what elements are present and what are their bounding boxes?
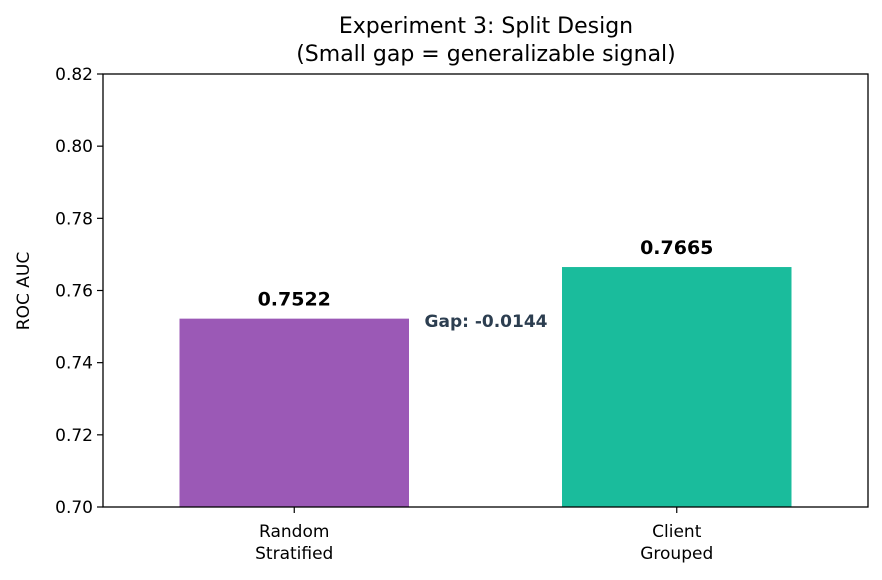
x-tick-label: Grouped <box>640 544 713 564</box>
x-tick-label: Stratified <box>255 544 333 564</box>
y-tick-label: 0.80 <box>55 137 93 157</box>
gap-annotation: Gap: -0.0144 <box>425 312 548 332</box>
y-tick-label: 0.82 <box>55 65 93 85</box>
y-tick-label: 0.74 <box>55 354 93 374</box>
y-tick-label: 0.76 <box>55 282 93 302</box>
y-tick-label: 0.72 <box>55 426 93 446</box>
plot-area <box>179 267 792 507</box>
chart-title-line-1: Experiment 3: Split Design <box>339 14 633 39</box>
bar-value-label: 0.7665 <box>640 237 713 259</box>
bar-0 <box>179 318 409 507</box>
x-tick-label: Client <box>652 522 702 542</box>
y-axis-label: ROC AUC <box>14 252 34 330</box>
y-tick-label: 0.78 <box>55 209 93 229</box>
x-tick-label: Random <box>259 522 329 542</box>
chart-title-line-2: (Small gap = generalizable signal) <box>296 42 676 67</box>
bar-1 <box>562 267 792 507</box>
y-tick-label: 0.70 <box>55 498 93 518</box>
bar-value-label: 0.7522 <box>258 289 331 311</box>
